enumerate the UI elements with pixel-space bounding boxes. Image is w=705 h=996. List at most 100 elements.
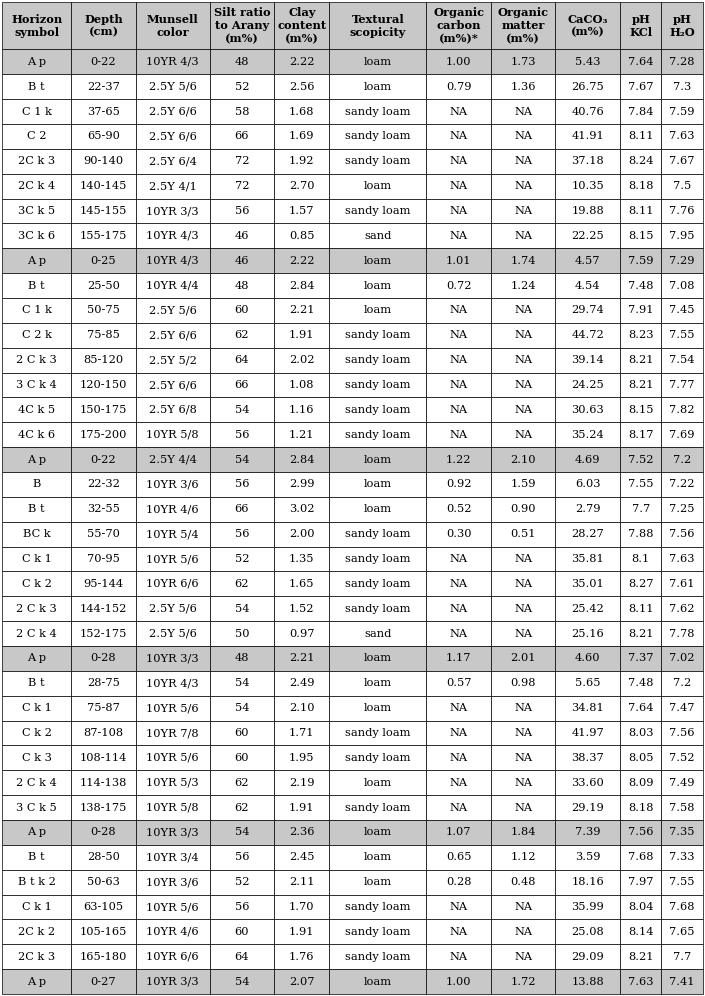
Bar (620, 223, 661, 248)
Text: 2.99: 2.99 (289, 479, 314, 489)
Bar (491, 2, 556, 50)
Text: 1.69: 1.69 (289, 131, 314, 141)
Bar (491, 845, 556, 870)
Bar (136, 373, 209, 397)
Bar (209, 522, 274, 547)
Bar (427, 870, 491, 894)
Bar (661, 173, 703, 198)
Bar (274, 323, 329, 348)
Text: 28-50: 28-50 (87, 853, 120, 863)
Text: 2.22: 2.22 (289, 256, 314, 266)
Text: NA: NA (450, 803, 467, 813)
Text: 22-37: 22-37 (87, 82, 120, 92)
Text: NA: NA (450, 107, 467, 117)
Bar (620, 273, 661, 298)
Text: sandy loam: sandy loam (345, 429, 410, 439)
Bar (136, 795, 209, 820)
Bar (274, 745, 329, 770)
Bar (556, 547, 620, 572)
Text: 48: 48 (235, 281, 249, 291)
Text: 22.25: 22.25 (571, 231, 604, 241)
Text: 7.48: 7.48 (628, 281, 654, 291)
Text: sandy loam: sandy loam (345, 404, 410, 415)
Bar (2, 820, 71, 845)
Text: Organic
carbon
(m%)*: Organic carbon (m%)* (433, 7, 484, 44)
Bar (71, 720, 136, 745)
Bar (274, 870, 329, 894)
Bar (209, 397, 274, 422)
Text: 7.48: 7.48 (628, 678, 654, 688)
Bar (2, 795, 71, 820)
Bar (620, 969, 661, 994)
Text: 58: 58 (235, 107, 249, 117)
Bar (274, 597, 329, 622)
Text: 7.7: 7.7 (673, 952, 692, 962)
Text: 1.91: 1.91 (289, 927, 314, 937)
Bar (661, 397, 703, 422)
Text: Depth
(cm): Depth (cm) (84, 14, 123, 38)
Text: NA: NA (450, 579, 467, 589)
Bar (2, 198, 71, 223)
Text: A p: A p (27, 454, 46, 464)
Text: 3C k 5: 3C k 5 (18, 206, 55, 216)
Bar (136, 173, 209, 198)
Bar (71, 422, 136, 447)
Text: 0.98: 0.98 (510, 678, 536, 688)
Bar (2, 845, 71, 870)
Text: 54: 54 (235, 604, 249, 614)
Bar (620, 397, 661, 422)
Text: 25-50: 25-50 (87, 281, 120, 291)
Bar (71, 547, 136, 572)
Text: 8.21: 8.21 (628, 952, 654, 962)
Bar (661, 969, 703, 994)
Text: 3 C k 5: 3 C k 5 (16, 803, 57, 813)
Text: A p: A p (27, 653, 46, 663)
Text: 7.67: 7.67 (628, 82, 654, 92)
Bar (661, 745, 703, 770)
Bar (491, 820, 556, 845)
Text: 56: 56 (235, 853, 249, 863)
Bar (427, 472, 491, 497)
Bar (620, 919, 661, 944)
Bar (136, 770, 209, 795)
Text: 2 C k 3: 2 C k 3 (16, 356, 57, 366)
Text: 2.56: 2.56 (289, 82, 314, 92)
Bar (71, 646, 136, 671)
Text: A p: A p (27, 976, 46, 987)
Text: 2.84: 2.84 (289, 454, 314, 464)
Bar (2, 298, 71, 323)
Text: 7.22: 7.22 (670, 479, 695, 489)
Text: 28-75: 28-75 (87, 678, 120, 688)
Text: 62: 62 (235, 803, 249, 813)
Bar (661, 845, 703, 870)
Bar (661, 547, 703, 572)
Text: NA: NA (514, 728, 532, 738)
Bar (136, 75, 209, 100)
Bar (427, 2, 491, 50)
Text: 0.28: 0.28 (446, 877, 472, 887)
Bar (556, 273, 620, 298)
Bar (2, 497, 71, 522)
Text: 75-85: 75-85 (87, 331, 120, 341)
Bar (71, 696, 136, 720)
Text: 2.5Y 5/6: 2.5Y 5/6 (149, 306, 197, 316)
Bar (620, 944, 661, 969)
Bar (620, 671, 661, 696)
Text: 7.63: 7.63 (670, 554, 695, 564)
Bar (2, 447, 71, 472)
Text: 85-120: 85-120 (83, 356, 123, 366)
Text: B t: B t (28, 678, 45, 688)
Text: sandy loam: sandy loam (345, 156, 410, 166)
Text: Horizon
symbol: Horizon symbol (11, 14, 62, 38)
Bar (427, 248, 491, 273)
Text: 7.61: 7.61 (670, 579, 695, 589)
Text: B t: B t (28, 504, 45, 514)
Text: 2.5Y 6/4: 2.5Y 6/4 (149, 156, 197, 166)
Text: 8.21: 8.21 (628, 356, 654, 366)
Text: 1.00: 1.00 (446, 976, 472, 987)
Bar (427, 173, 491, 198)
Bar (274, 298, 329, 323)
Text: C k 1: C k 1 (22, 703, 51, 713)
Bar (661, 597, 703, 622)
Bar (661, 622, 703, 646)
